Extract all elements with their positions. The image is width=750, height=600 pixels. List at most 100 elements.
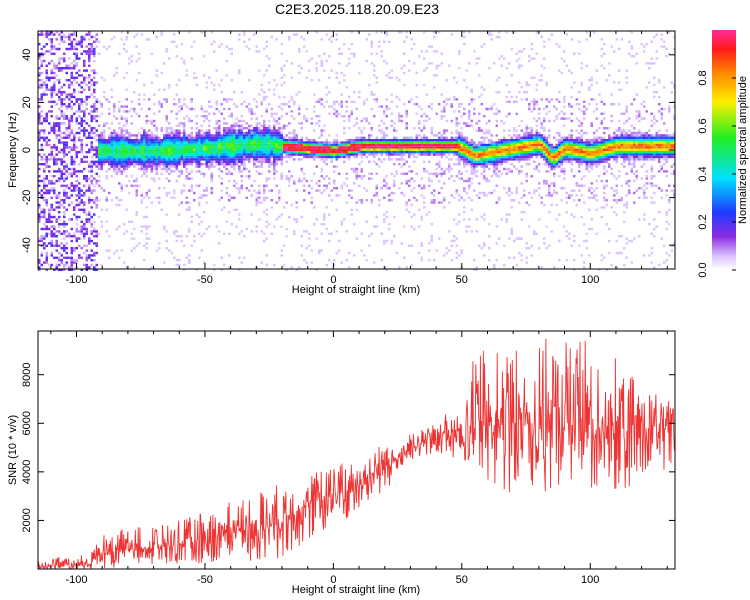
spectrogram-cell (45, 177, 48, 180)
spectrogram-cell (143, 155, 146, 159)
spectrogram-cell (50, 110, 53, 113)
spectrogram-cell (65, 167, 68, 171)
spectrogram-cell (263, 129, 266, 132)
spectrogram-cell (400, 141, 403, 144)
spectrogram-cell (63, 256, 66, 259)
spectrogram-cell (93, 148, 96, 151)
spectrogram-cell (48, 218, 51, 221)
spectrogram-cell (145, 191, 148, 195)
spectrogram-cell (93, 76, 96, 79)
spectrogram-cell (358, 175, 361, 178)
spectrogram-cell (370, 199, 373, 202)
spectrogram-cell (325, 148, 328, 151)
spectrogram-cell (150, 81, 153, 84)
spectrogram-cell (523, 131, 526, 135)
spectrogram-cell (153, 179, 156, 183)
spectrogram-cell (140, 134, 143, 137)
spectrogram-cell (273, 79, 276, 82)
spectrogram-cell (263, 189, 266, 192)
spectrogram-cell (313, 148, 316, 151)
spectrogram-cell (470, 151, 473, 154)
spectrogram-cell (265, 263, 268, 267)
spectrogram-cell (245, 45, 248, 48)
spectrogram-cell (50, 93, 53, 96)
spectrogram-cell (420, 259, 423, 262)
spectrogram-cell (73, 31, 76, 34)
spectrogram-cell (70, 266, 73, 269)
spectrogram-cell (43, 52, 46, 55)
spectrogram-cell (95, 160, 98, 163)
spectrogram-cell (403, 158, 406, 161)
spectrogram-cell (125, 208, 128, 211)
spectrogram-cell (358, 71, 361, 75)
spectrogram-cell (400, 191, 403, 195)
spectrogram-cell (455, 223, 458, 226)
spectrogram-cell (358, 141, 361, 144)
spectrogram-cell (490, 160, 493, 163)
spectrogram-cell (370, 143, 373, 147)
spectrogram-cell (148, 225, 151, 228)
spectrogram-cell (178, 170, 181, 173)
spectrogram-cell (355, 170, 358, 173)
spectrogram-cell (518, 251, 521, 255)
spectrogram-cell (278, 151, 281, 154)
spectrogram-cell (203, 163, 206, 166)
spectrogram-cell (60, 242, 63, 245)
spectrogram-cell (433, 141, 436, 144)
spectrogram-cell (60, 105, 63, 108)
spectrogram-cell (80, 110, 83, 113)
spectrogram-cell (143, 163, 146, 166)
spectrogram-cell (83, 203, 86, 207)
spectrogram-cell (190, 189, 193, 192)
spectrogram-cell (198, 256, 201, 259)
spectrogram-cell (310, 143, 313, 147)
spectrogram-cell (115, 71, 118, 75)
spectrogram-cell (90, 43, 93, 46)
spectrogram-cell (160, 148, 163, 151)
spectrogram-cell (73, 38, 76, 41)
spectrogram-cell (113, 151, 116, 154)
spectrogram-cell (340, 155, 343, 159)
spectrogram-cell (428, 259, 431, 262)
spectrogram-cell (285, 235, 288, 238)
spectrogram-cell (220, 112, 223, 115)
spectrogram-cell (480, 153, 483, 156)
spectrogram-cell (43, 59, 46, 63)
spectrogram-cell (43, 196, 46, 199)
spectrogram-cell (413, 227, 416, 231)
spectrogram-cell (260, 151, 263, 154)
spectrogram-cell (448, 201, 451, 204)
spectrogram-cell (273, 170, 276, 173)
spectrogram-cell (273, 160, 276, 163)
spectrogram-cell (175, 124, 178, 127)
spectrogram-cell (443, 148, 446, 151)
spectrogram-cell (155, 170, 158, 173)
spectrogram-cell (145, 141, 148, 144)
spectrogram-cell (128, 134, 131, 137)
spectrogram-cell (498, 163, 501, 166)
spectrogram-cell (230, 158, 233, 161)
spectrogram-cell (415, 139, 418, 142)
spectrogram-cell (203, 141, 206, 144)
spectrogram-cell (70, 117, 73, 120)
spectrogram-cell (290, 151, 293, 154)
spectrogram-cell (488, 131, 491, 135)
spectrogram-cell (90, 131, 93, 135)
spectrogram-cell (293, 103, 296, 106)
spectrogram-cell (68, 187, 71, 190)
spectrogram-cell (428, 105, 431, 108)
spectrogram-cell (520, 218, 523, 221)
spectrogram-cell (68, 134, 71, 137)
spectrogram-cell (410, 203, 413, 207)
spectrogram-cell (283, 155, 286, 159)
spectrogram-cell (103, 189, 106, 192)
spectrogram-cell (533, 167, 536, 171)
spectrogram-cell (505, 153, 508, 156)
spectrogram-cell (105, 146, 108, 149)
spectrogram-cell (418, 225, 421, 228)
spectrogram-cell (65, 35, 68, 39)
spectrogram-cell (275, 131, 278, 135)
spectrogram-cell (370, 141, 373, 144)
spectrogram-cell (490, 38, 493, 41)
spectrogram-cell (70, 129, 73, 132)
